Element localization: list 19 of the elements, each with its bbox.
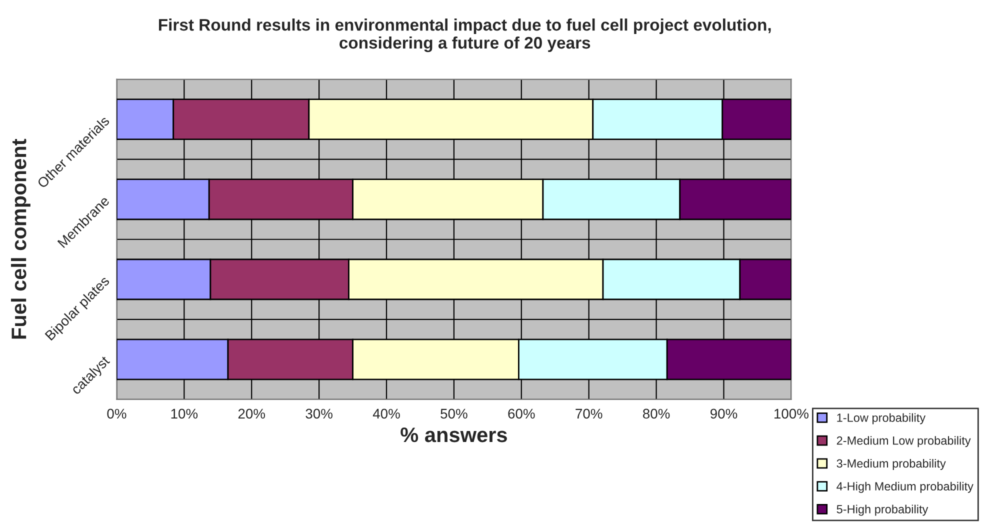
x-tick-label: 10% bbox=[171, 408, 198, 419]
x-tick-label: 100% bbox=[774, 408, 808, 419]
x-tick-label: 90% bbox=[710, 408, 738, 419]
x-tick-label: 70% bbox=[576, 408, 602, 419]
legend-label: 2-Medium Low probability bbox=[836, 436, 971, 448]
x-tick-label: 50% bbox=[440, 408, 468, 419]
x-axis-title: % answers bbox=[400, 428, 507, 442]
x-tick-label: 60% bbox=[508, 408, 535, 419]
legend-label: 1-Low probability bbox=[837, 413, 926, 424]
legend-label: 5-High probability bbox=[836, 504, 928, 516]
x-tick-label: 20% bbox=[238, 408, 266, 419]
x-tick-label: 80% bbox=[643, 408, 670, 419]
legend-label: 4-High Medium probability bbox=[836, 482, 974, 493]
x-tick-label: 30% bbox=[306, 408, 332, 419]
x-tick-label: 40% bbox=[372, 408, 400, 419]
x-tick-label: 0% bbox=[107, 408, 126, 419]
chart-title: First Round results in environmental impact due to fuel cell project evolution, considering a future of 20 years bbox=[158, 18, 771, 52]
y-axis-title: Fuel cell component bbox=[10, 138, 30, 339]
legend-label: 3-Medium probability bbox=[836, 458, 946, 470]
